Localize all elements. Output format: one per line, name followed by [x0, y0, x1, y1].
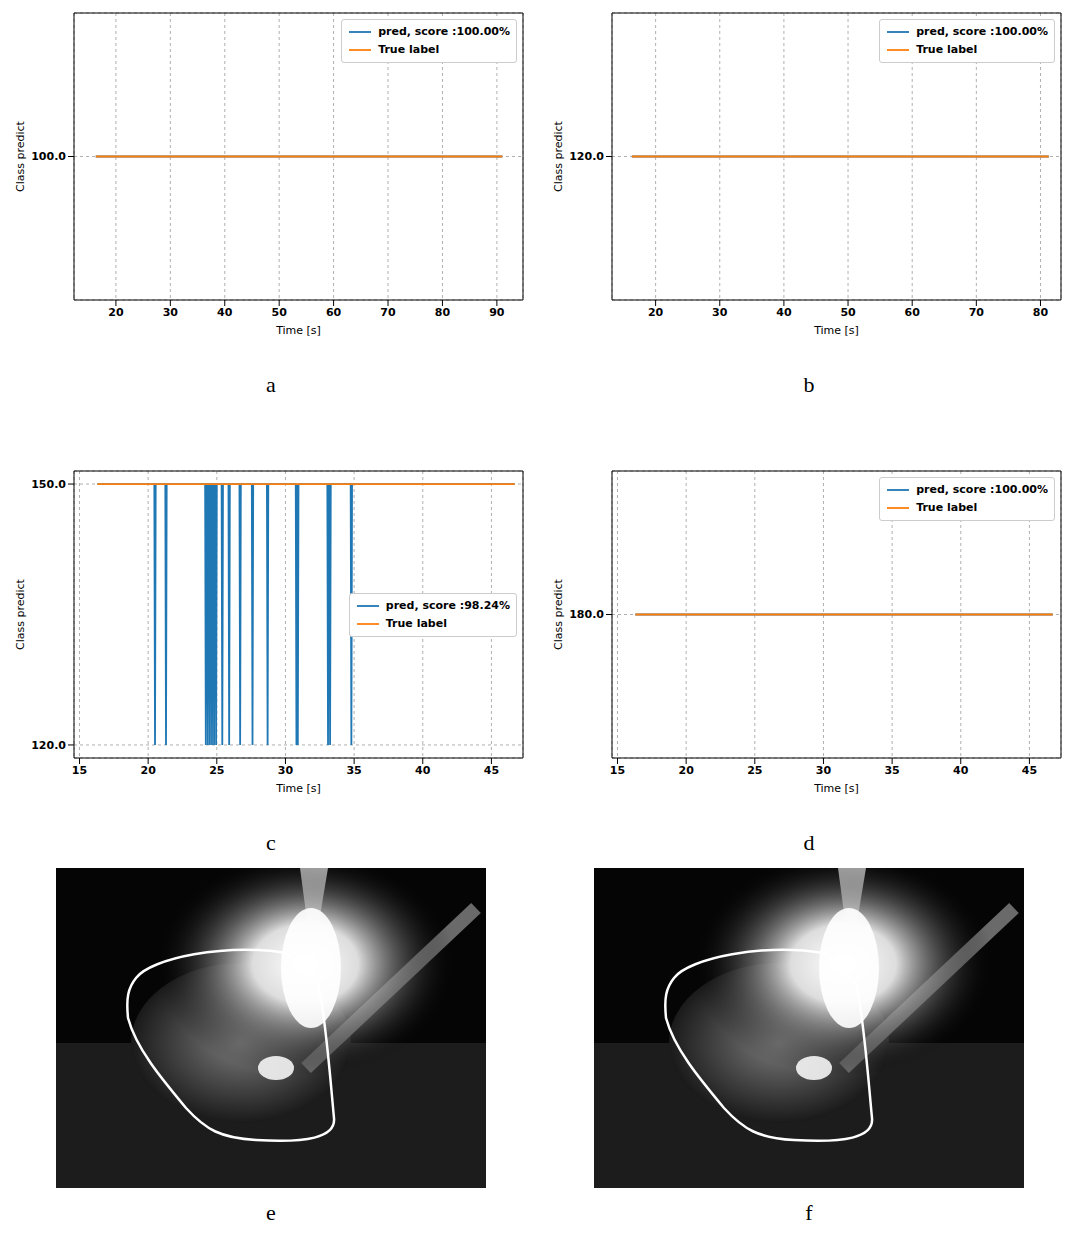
svg-text:100.0: 100.0: [31, 150, 66, 163]
svg-text:35: 35: [884, 764, 899, 777]
svg-text:80: 80: [1033, 306, 1049, 319]
svg-text:Class predict: Class predict: [552, 578, 565, 650]
svg-text:40: 40: [415, 764, 431, 777]
html-text:True label: True label: [916, 43, 978, 56]
svg-text:Time [s]: Time [s]: [275, 324, 321, 337]
html-text:pred, score :100.00%: pred, score :100.00%: [916, 483, 1048, 496]
svg-text:120.0: 120.0: [31, 739, 66, 752]
svg-text:25: 25: [747, 764, 762, 777]
html-text:a: a: [266, 372, 276, 397]
svg-text:25: 25: [209, 764, 224, 777]
html-text:f: f: [805, 1200, 813, 1225]
svg-text:30: 30: [816, 764, 832, 777]
svg-text:40: 40: [953, 764, 969, 777]
svg-text:30: 30: [163, 306, 179, 319]
svg-text:70: 70: [380, 306, 396, 319]
svg-text:20: 20: [140, 764, 156, 777]
svg-text:80: 80: [435, 306, 451, 319]
html-text:True label: True label: [378, 43, 440, 56]
svg-text:20: 20: [648, 306, 664, 319]
svg-text:60: 60: [326, 306, 342, 319]
svg-text:20: 20: [108, 306, 124, 319]
svg-text:Time [s]: Time [s]: [813, 782, 859, 795]
svg-text:50: 50: [272, 306, 288, 319]
html-text:pred, score :98.24%: pred, score :98.24%: [385, 598, 510, 612]
svg-text:Class predict: Class predict: [14, 120, 27, 192]
svg-text:Class predict: Class predict: [552, 120, 565, 192]
svg-text:Time [s]: Time [s]: [813, 324, 859, 337]
svg-text:15: 15: [72, 764, 87, 777]
svg-text:150.0: 150.0: [31, 478, 66, 491]
html-text:e: e: [266, 1200, 276, 1225]
svg-text:180.0: 180.0: [569, 608, 604, 621]
html-text:pred, score :100.00%: pred, score :100.00%: [916, 25, 1048, 38]
svg-text:45: 45: [484, 764, 499, 777]
html-text:d: d: [803, 830, 815, 855]
svg-text:20: 20: [678, 764, 694, 777]
svg-text:Time [s]: Time [s]: [275, 782, 321, 795]
svg-text:50: 50: [840, 306, 856, 319]
svg-text:90: 90: [489, 306, 505, 319]
svg-text:70: 70: [969, 306, 985, 319]
svg-text:Class predict: Class predict: [14, 578, 27, 650]
html-text:True label: True label: [385, 616, 447, 630]
svg-text:15: 15: [610, 764, 625, 777]
svg-text:60: 60: [905, 306, 921, 319]
svg-text:45: 45: [1022, 764, 1037, 777]
html-text:c: c: [266, 830, 276, 855]
svg-text:40: 40: [217, 306, 233, 319]
svg-text:40: 40: [776, 306, 792, 319]
svg-text:120.0: 120.0: [569, 150, 604, 163]
html-text:pred, score :100.00%: pred, score :100.00%: [378, 25, 510, 38]
svg-text:35: 35: [346, 764, 361, 777]
html-text:True label: True label: [916, 501, 978, 514]
html-text:b: b: [803, 372, 815, 397]
svg-text:30: 30: [278, 764, 294, 777]
svg-text:30: 30: [712, 306, 728, 319]
